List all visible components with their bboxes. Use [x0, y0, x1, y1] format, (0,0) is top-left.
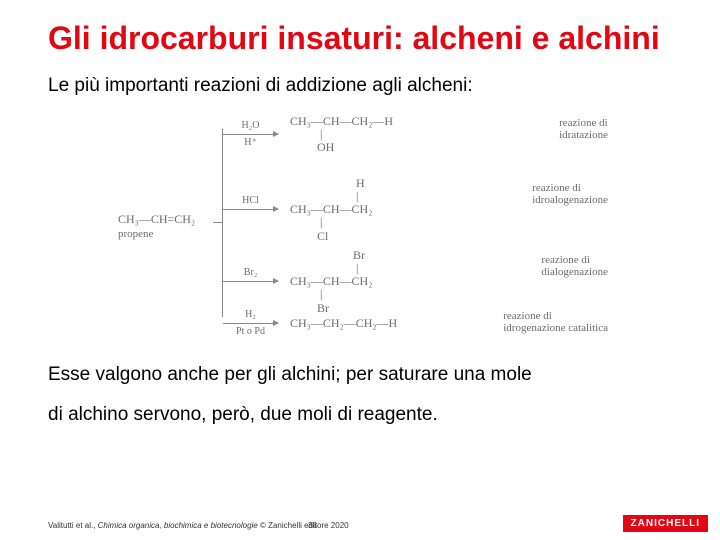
- reaction-label: reazione diidroalogenazione: [532, 182, 608, 207]
- reaction-label: reazione didialogenazione: [541, 254, 608, 279]
- reaction-label: reazione diidrogenazione catalitica: [503, 310, 608, 335]
- footer-credit-tail: © Zanichelli editore 2020: [258, 521, 349, 530]
- product-formula: H |CH₃—CH—CH₂ | Cl: [290, 177, 372, 243]
- reactant-formula: CH₃—CH=CH₂: [118, 212, 195, 227]
- reaction-arrow: H₂Pt o Pd: [223, 323, 278, 324]
- publisher-logo: ZANICHELLI: [623, 515, 708, 532]
- reaction-arrow: H₂OH⁺: [223, 134, 278, 135]
- reactant-label: propene: [118, 228, 195, 240]
- footer-credit: Valitutti et al., Chimica organica, bioc…: [48, 521, 708, 530]
- slide-subtitle: Le più importanti reazioni di addizione …: [48, 75, 672, 97]
- reaction-diagram: CH₃—CH=CH₂ propene H₂OH⁺CH₃—CH—CH₂—H | O…: [118, 107, 618, 347]
- footer-credit-authors: Valitutti et al.,: [48, 521, 98, 530]
- reaction-arrow: Br₂: [223, 281, 278, 282]
- reagent-above: H₂: [245, 309, 256, 320]
- diagram-connector: [213, 222, 223, 223]
- reagent-above: HCl: [242, 195, 259, 206]
- bottom-text-1: Esse valgono anche per gli alchini; per …: [48, 359, 672, 391]
- product-formula: CH₃—CH—CH₂—H | OH: [290, 115, 393, 155]
- reagent-above: Br₂: [244, 267, 258, 278]
- slide-title: Gli idrocarburi insaturi: alcheni e alch…: [48, 20, 672, 57]
- reagent-above: H₂O: [242, 120, 260, 131]
- reagent-below: Pt o Pd: [236, 326, 265, 337]
- footer-credit-title: Chimica organica, biochimica e biotecnol…: [98, 521, 258, 530]
- footer: Valitutti et al., Chimica organica, bioc…: [48, 521, 708, 530]
- product-formula: CH₃—CH₂—CH₂—H: [290, 317, 397, 330]
- reaction-label: reazione diidratazione: [559, 117, 608, 142]
- bottom-text-2: di alchino servono, però, due moli di re…: [48, 399, 672, 431]
- page-number: 38: [308, 521, 317, 530]
- reagent-below: H⁺: [244, 137, 257, 148]
- reaction-arrow: HCl: [223, 209, 278, 210]
- product-formula: Br |CH₃—CH—CH₂ | Br: [290, 249, 372, 315]
- reactant-block: CH₃—CH=CH₂ propene: [118, 212, 195, 240]
